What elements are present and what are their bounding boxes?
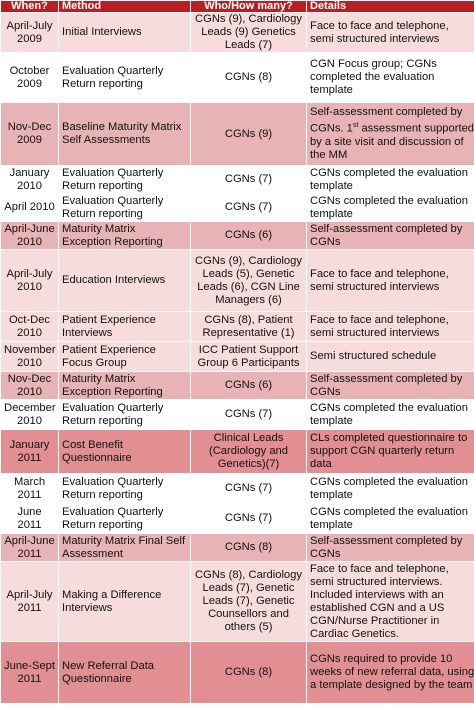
cell-method: Evaluation Quarterly Return reporting [58, 165, 191, 194]
cell-when: April-July 2009 [0, 12, 59, 53]
cell-who: CGNs (9) [190, 102, 307, 166]
cell-who: CGNs (8), Cardiology Leads (7), Genetic … [190, 561, 307, 642]
cell-method: Evaluation Quarterly Return reporting [58, 503, 191, 534]
cell-details: Self-assessment completed by CGNs [306, 371, 474, 400]
cell-details: Face to face and telephone, semi structu… [306, 311, 474, 342]
cell-when: April-June 2011 [0, 533, 59, 562]
cell-method: Evaluation Quarterly Return reporting [58, 473, 191, 504]
cell-who: CGNs (7) [190, 399, 307, 430]
table-row: December 2010 Evaluation Quarterly Return… [0, 399, 474, 430]
cell-when: January 2010 [0, 165, 59, 194]
cell-method: Maturity Matrix Final Self Assessment [58, 533, 191, 562]
table-row: April-June 2010 Maturity Matrix Exception… [0, 221, 474, 250]
cell-details: CGNs completed the evaluation template [306, 399, 474, 430]
cell-when: Nov-Dec 2010 [0, 371, 59, 400]
cell-who: CGNs (6) [190, 371, 307, 400]
cell-method: New Referral Data Questionnaire [58, 641, 191, 704]
cell-when: November 2010 [0, 341, 59, 372]
cell-when: January 2011 [0, 429, 59, 474]
table-row: April-July 2011 Making a Difference Inter… [0, 561, 474, 642]
header-details: Details [306, 0, 474, 13]
table-row: October 2009 Evaluation Quarterly Return … [0, 52, 474, 103]
cell-details: CGNs required to provide 10 weeks of new… [306, 641, 474, 704]
cell-who: CGNs (8), Patient Representative (1) [190, 311, 307, 342]
cell-who: CGNs (6) [190, 221, 307, 250]
cell-details: Self-assessment completed by CGNs [306, 221, 474, 250]
cell-details: Self-assessment completed by CGNs [306, 533, 474, 562]
cell-details: CGN Focus group; CGNs completed the eval… [306, 52, 474, 103]
cell-when: March 2011 [0, 473, 59, 504]
cell-who: CGNs (8) [190, 533, 307, 562]
cell-who: CGNs (8) [190, 52, 307, 103]
table-row: January 2011 Cost Benefit Questionnaire Cl… [0, 429, 474, 474]
cell-method: Evaluation Quarterly Return reporting [58, 399, 191, 430]
cell-method: Making a Difference Interviews [58, 561, 191, 642]
cell-method: Maturity Matrix Exception Reporting [58, 371, 191, 400]
cell-when: April 2010 [0, 193, 59, 222]
cell-when: October 2009 [0, 52, 59, 103]
cell-details: CGNs completed the evaluation template [306, 503, 474, 534]
table-row: Nov-Dec 2009 Baseline Maturity Matrix Sel… [0, 102, 474, 166]
table-row: January 2010 Evaluation Quarterly Return … [0, 165, 474, 194]
cell-method: Education Interviews [58, 249, 191, 312]
cell-who: CGNs (8) [190, 641, 307, 704]
cell-details: CLs completed questionnaire to support C… [306, 429, 474, 474]
cell-who: CGNs (9), Cardiology Leads (5), Genetic … [190, 249, 307, 312]
cell-details: CGNs completed the evaluation template [306, 473, 474, 504]
cell-when: June-Sept 2011 [0, 641, 59, 704]
cell-who: CGNs (7) [190, 193, 307, 222]
cell-when: April-July 2010 [0, 249, 59, 312]
table-row: Nov-Dec 2010 Maturity Matrix Exception Re… [0, 371, 474, 400]
table-header: When? Method Who/How many? Details [0, 0, 474, 13]
table-row: June-Sept 2011 New Referral Data Question… [0, 641, 474, 704]
table-row: April-July 2009 Initial Interviews CGNs (9… [0, 12, 474, 53]
cell-details: CGNs completed the evaluation template [306, 165, 474, 194]
cell-method: Evaluation Quarterly Return reporting [58, 52, 191, 103]
cell-method: Evaluation Quarterly Return reporting [58, 193, 191, 222]
cell-details: Face to face and telephone, semi structu… [306, 12, 474, 53]
cell-method: Patient Experience Focus Group [58, 341, 191, 372]
cell-when: Oct-Dec 2010 [0, 311, 59, 342]
table-row: April-June 2011 Maturity Matrix Final Sel… [0, 533, 474, 562]
cell-when: April-June 2010 [0, 221, 59, 250]
header-row: When? Method Who/How many? Details [0, 0, 474, 13]
cell-who: Clinical Leads (Cardiology and Genetics)… [190, 429, 307, 474]
cell-when: Nov-Dec 2009 [0, 102, 59, 166]
table-row: March 2011 Evaluation Quarterly Return re… [0, 473, 474, 504]
cell-who: CGNs (7) [190, 473, 307, 504]
cell-when: December 2010 [0, 399, 59, 430]
table-row: April 2010 Evaluation Quarterly Return re… [0, 193, 474, 222]
cell-who: ICC Patient Support Group 6 Participants [190, 341, 307, 372]
header-method: Method [58, 0, 191, 13]
cell-who: CGNs (7) [190, 165, 307, 194]
cell-details: Face to face and telephone, semi structu… [306, 561, 474, 642]
cell-method: Baseline Maturity Matrix Self Assessment… [58, 102, 191, 166]
table-row: June 2011 Evaluation Quarterly Return rep… [0, 503, 474, 534]
cell-details: CGNs completed the evaluation template [306, 193, 474, 222]
table-row: November 2010 Patient Experience Focus Gr… [0, 341, 474, 372]
cell-who: CGNs (9), Cardiology Leads (9) Genetics … [190, 12, 307, 53]
cell-who: CGNs (7) [190, 503, 307, 534]
table-row: Oct-Dec 2010 Patient Experience Interview… [0, 311, 474, 342]
cell-method: Maturity Matrix Exception Reporting [58, 221, 191, 250]
cell-details: Face to face and telephone, semi structu… [306, 249, 474, 312]
header-when: When? [0, 0, 59, 13]
table-row: April-July 2010 Education Interviews CGNs … [0, 249, 474, 312]
cell-when: April-July 2011 [0, 561, 59, 642]
cell-details: Semi structured schedule [306, 341, 474, 372]
cell-details: Self-assessment completed by CGNs. 1st a… [306, 102, 474, 166]
cell-method: Cost Benefit Questionnaire [58, 429, 191, 474]
cell-method: Patient Experience Interviews [58, 311, 191, 342]
cell-when: June 2011 [0, 503, 59, 534]
table-body: April-July 2009 Initial Interviews CGNs (9… [0, 12, 474, 704]
cell-method: Initial Interviews [58, 12, 191, 53]
header-who: Who/How many? [190, 0, 307, 13]
